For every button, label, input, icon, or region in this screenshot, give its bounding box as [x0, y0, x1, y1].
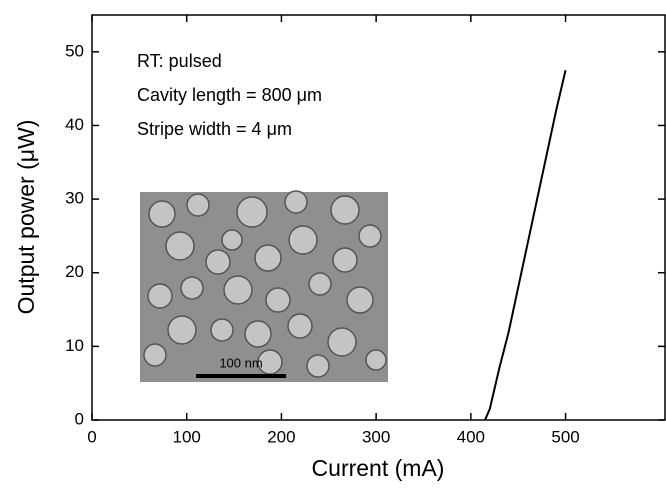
y-tick-label: 20	[65, 262, 84, 281]
y-tick-label: 50	[65, 41, 84, 60]
annotation: Cavity length = 800 μm	[137, 85, 322, 105]
scale-bar-label: 100 nm	[219, 355, 262, 370]
plot-frame	[91, 14, 666, 421]
y-tick-label: 40	[65, 115, 84, 134]
x-tick-label: 100	[173, 427, 201, 446]
inset-image: 100 nm	[140, 190, 388, 382]
x-tick-label: 0	[87, 427, 96, 446]
y-tick-label: 30	[65, 189, 84, 208]
x-axis-label: Current (mA)	[312, 455, 445, 481]
x-tick-label: 200	[267, 427, 295, 446]
series-line	[484, 69, 567, 421]
y-tick-label: 10	[65, 336, 84, 355]
y-tick-label: 0	[75, 409, 84, 428]
y-axis-label: Output power (μW)	[13, 120, 39, 315]
annotation: Stripe width = 4 μm	[137, 119, 292, 139]
annotation: RT: pulsed	[137, 51, 222, 71]
x-tick-label: 500	[551, 427, 579, 446]
x-tick-label: 300	[362, 427, 390, 446]
x-tick-label: 400	[457, 427, 485, 446]
